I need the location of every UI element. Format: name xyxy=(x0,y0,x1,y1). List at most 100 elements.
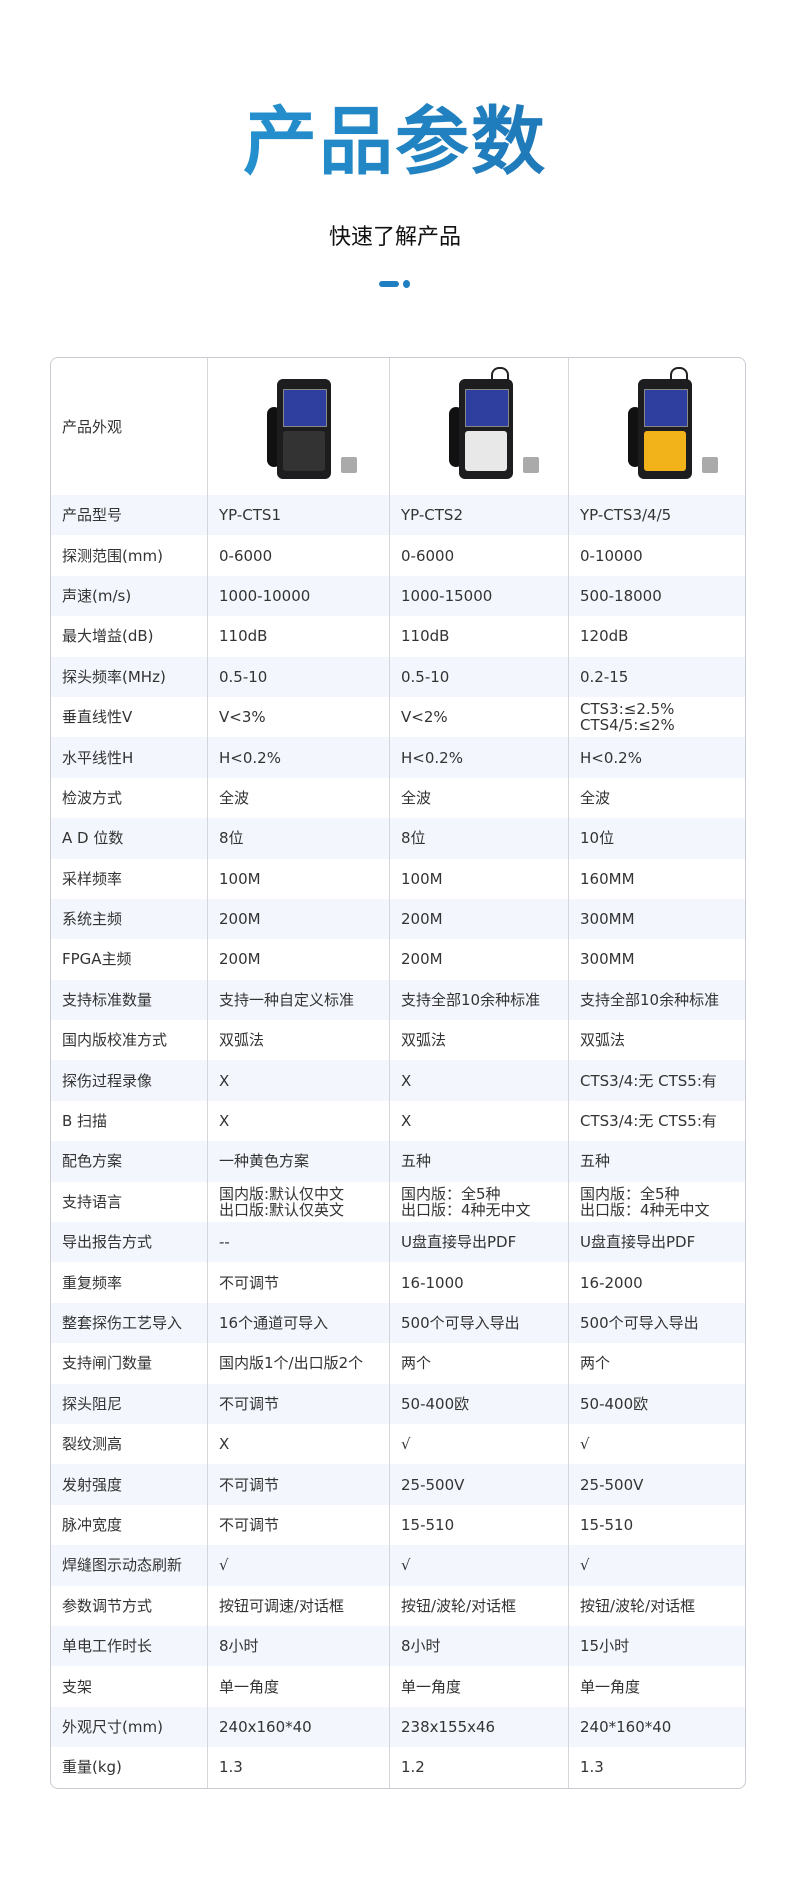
spec-value: 双弧法 xyxy=(207,1020,389,1061)
row-label: 单电工作时长 xyxy=(62,1637,153,1656)
spec-value: 按钮/波轮/对话框 xyxy=(389,1585,568,1626)
spec-value: 25-500V xyxy=(568,1464,745,1505)
spec-value: 120dB xyxy=(568,616,745,657)
spec-value: 1000-10000 xyxy=(207,575,389,617)
row-label: 采样频率 xyxy=(62,869,123,888)
spec-value: 200M xyxy=(207,939,389,980)
spec-value: H<0.2% xyxy=(389,737,568,778)
spec-value: 200M xyxy=(389,939,568,980)
spec-value: 按钮可调速/对话框 xyxy=(207,1585,389,1626)
row-label: 水平线性H xyxy=(62,748,134,767)
row-label: 支持语言 xyxy=(62,1192,123,1211)
product-image-yp-cts345 xyxy=(602,366,732,487)
spec-value: 200M xyxy=(207,898,389,940)
spec-value: 100M xyxy=(207,858,389,899)
table-row: 重量(kg) 1.3 1.2 1.3 xyxy=(51,1747,745,1788)
table-row: 脉冲宽度 不可调节 15-510 15-510 xyxy=(51,1504,745,1546)
spec-value: CTS3:≤2.5% CTS4/5:≤2% xyxy=(568,696,745,738)
spec-value: YP-CTS2 xyxy=(389,495,568,536)
spec-value: 500个可导入导出 xyxy=(389,1302,568,1344)
spec-value: 1.3 xyxy=(568,1747,745,1788)
table-row: 外观尺寸(mm) 240x160*40 238x155x46 240*160*40 xyxy=(51,1706,745,1748)
row-label: 探测范围(mm) xyxy=(62,546,163,565)
row-label: 产品外观 xyxy=(62,417,123,436)
row-label: 发射强度 xyxy=(62,1475,123,1494)
spec-value: 0.5-10 xyxy=(389,656,568,697)
table-row: 配色方案 一种黄色方案 五种 五种 xyxy=(51,1141,745,1182)
table-row: 水平线性H H<0.2% H<0.2% H<0.2% xyxy=(51,737,745,778)
spec-value: 国内版:默认仅中文 出口版:默认仅英文 xyxy=(207,1181,389,1223)
spec-value: X xyxy=(207,1060,389,1101)
table-row: FPGA主频 200M 200M 300MM xyxy=(51,939,745,980)
spec-value: 单一角度 xyxy=(568,1666,745,1707)
spec-value: 国内版：全5种 出口版：4种无中文 xyxy=(389,1181,568,1223)
spec-value: 240*160*40 xyxy=(568,1706,745,1748)
row-label: 产品型号 xyxy=(62,506,123,525)
row-label: B 扫描 xyxy=(62,1112,108,1131)
spec-value: 110dB xyxy=(207,616,389,657)
spec-value: 8小时 xyxy=(389,1625,568,1667)
spec-value: 200M xyxy=(389,898,568,940)
spec-value: 8位 xyxy=(207,818,389,859)
page-title: 产品参数 xyxy=(0,92,790,192)
spec-value: 10位 xyxy=(568,818,745,859)
spec-value: 按钮/波轮/对话框 xyxy=(568,1585,745,1626)
table-row: 探测范围(mm) 0-6000 0-6000 0-10000 xyxy=(51,535,745,576)
spec-value: 100M xyxy=(389,858,568,899)
row-label: A D 位数 xyxy=(62,829,124,848)
row-label: 重量(kg) xyxy=(62,1758,122,1777)
spec-value: 不可调节 xyxy=(207,1464,389,1505)
spec-value: X xyxy=(207,1423,389,1465)
table-row: A D 位数 8位 8位 10位 xyxy=(51,818,745,859)
spec-value: √ xyxy=(389,1545,568,1586)
spec-value: 0-10000 xyxy=(568,535,745,576)
spec-value: 不可调节 xyxy=(207,1504,389,1546)
spec-value: 0.5-10 xyxy=(207,656,389,697)
spec-value: 全波 xyxy=(389,777,568,819)
row-label: 整套探伤工艺导入 xyxy=(62,1314,183,1332)
spec-value: 1.3 xyxy=(207,1747,389,1788)
row-label: 探头频率(MHz) xyxy=(62,667,166,686)
product-image-cell xyxy=(207,358,389,495)
row-label: 探头阻尼 xyxy=(62,1394,123,1413)
row-label: 支架 xyxy=(62,1677,93,1696)
row-label: 重复频率 xyxy=(62,1273,123,1292)
spec-value: H<0.2% xyxy=(568,737,745,778)
spec-value: 15小时 xyxy=(568,1625,745,1667)
table-row: 检波方式 全波 全波 全波 xyxy=(51,777,745,819)
spec-value: 单一角度 xyxy=(207,1666,389,1707)
table-row: 单电工作时长 8小时 8小时 15小时 xyxy=(51,1625,745,1667)
product-image-cell xyxy=(568,358,745,495)
spec-value: 15-510 xyxy=(568,1504,745,1546)
spec-value: 双弧法 xyxy=(568,1020,745,1061)
table-row: 探头频率(MHz) 0.5-10 0.5-10 0.2-15 xyxy=(51,656,745,697)
product-image-cell xyxy=(389,358,568,495)
spec-value: 全波 xyxy=(207,777,389,819)
spec-value: 16-2000 xyxy=(568,1262,745,1303)
spec-value: 16-1000 xyxy=(389,1262,568,1303)
spec-value: 两个 xyxy=(568,1343,745,1384)
row-label: 垂直线性V xyxy=(62,708,133,727)
spec-value: V<2% xyxy=(389,696,568,738)
spec-value: V<3% xyxy=(207,696,389,738)
table-row: 支持语言 国内版:默认仅中文 出口版:默认仅英文 国内版：全5种 出口版：4种无中文… xyxy=(51,1181,745,1223)
table-row: 声速(m/s) 1000-10000 1000-15000 500-18000 xyxy=(51,575,745,617)
spec-value: 240x160*40 xyxy=(207,1706,389,1748)
row-label: 系统主频 xyxy=(62,910,123,929)
spec-value: 两个 xyxy=(389,1343,568,1384)
spec-value: CTS3/4:无 CTS5:有 xyxy=(568,1060,745,1101)
row-label: 探伤过程录像 xyxy=(62,1071,153,1090)
spec-value: 500个可导入导出 xyxy=(568,1302,745,1344)
row-label: 外观尺寸(mm) xyxy=(62,1717,163,1736)
row-label: 支持闸门数量 xyxy=(62,1354,153,1373)
table-row: 探头阻尼 不可调节 50-400欧 50-400欧 xyxy=(51,1383,745,1424)
spec-value: 全波 xyxy=(568,777,745,819)
row-label: 参数调节方式 xyxy=(62,1596,153,1615)
spec-value: 国内版：全5种 出口版：4种无中文 xyxy=(568,1181,745,1223)
row-label: 配色方案 xyxy=(62,1152,123,1171)
spec-table: 产品外观 产品型号 YP-CTS1 YP-CTS2 YP-CTS3/4/5 探测范围(m… xyxy=(50,357,746,1789)
spec-value: √ xyxy=(568,1423,745,1465)
spec-value: 不可调节 xyxy=(207,1383,389,1424)
table-row: 采样频率 100M 100M 160MM xyxy=(51,858,745,899)
spec-value: 25-500V xyxy=(389,1464,568,1505)
